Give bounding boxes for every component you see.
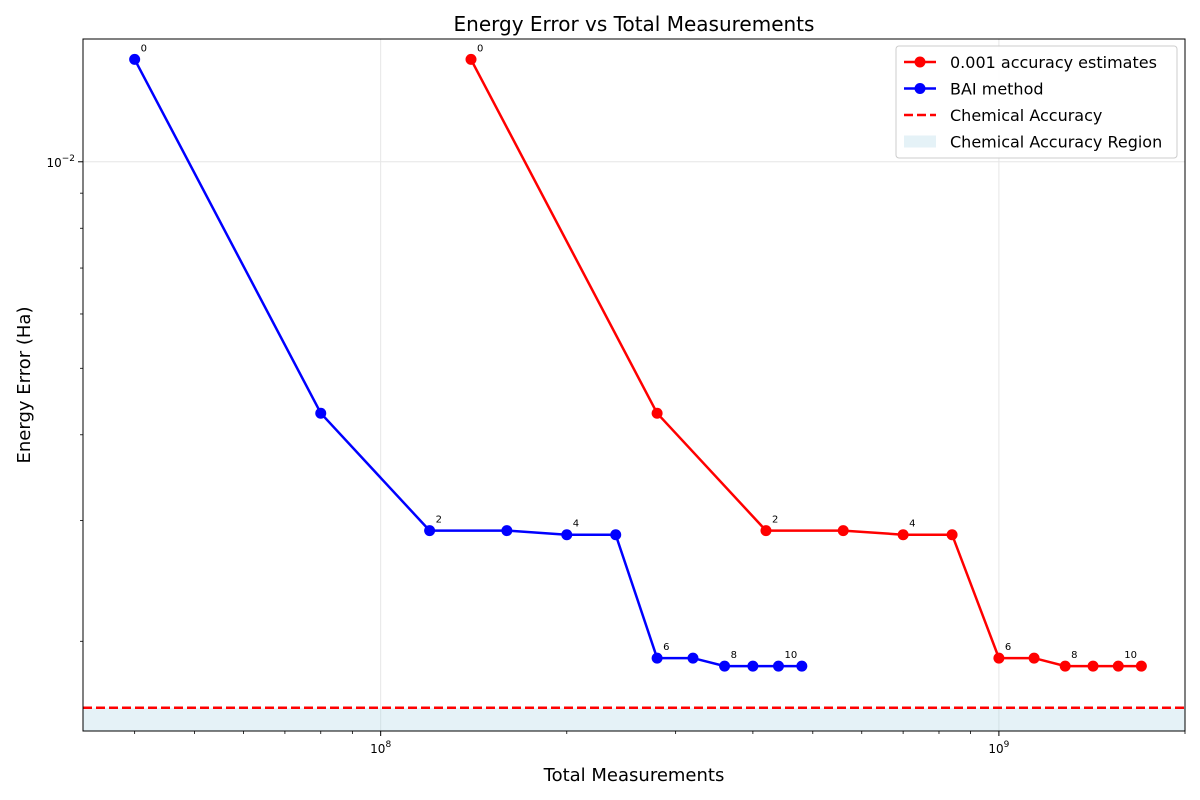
bai-method-point-label: 2: [436, 515, 442, 526]
bai-method-point: [651, 652, 663, 664]
bai-method-point: [561, 529, 573, 541]
legend-box: [895, 45, 1178, 159]
0-001-accuracy-estimates-point: [1112, 660, 1124, 672]
bai-method-line: [133, 58, 802, 668]
legend-label-chemical-accuracy: Chemical Accuracy: [950, 106, 1102, 125]
plot-frame: [82, 38, 1186, 732]
bai-method-point: [796, 660, 808, 672]
plot-area: 0 2 4 6 8 10 0 2 4 6 8 10: [83, 39, 1185, 731]
chart-title: Energy Error vs Total Measurements: [454, 12, 815, 36]
0-001-accuracy-estimates-point: [1135, 660, 1147, 672]
legend: 0.001 accuracy estimates BAI method Chemic…: [895, 45, 1178, 159]
legend-label-chemical-accuracy-region: Chemical Accuracy Region: [950, 133, 1162, 152]
bai-method-point: [719, 660, 731, 672]
x-axis-label: Total Measurements: [543, 765, 725, 786]
0-001-accuracy-estimates-point: [1028, 652, 1040, 664]
x-tick-label: 109: [988, 740, 1009, 756]
bai-method-point: [501, 525, 513, 537]
bai-method-point: [687, 652, 699, 664]
bai-method-point: [747, 660, 759, 672]
0-001-accuracy-estimates-point: [760, 525, 772, 537]
0-001-accuracy-estimates-point: [465, 53, 477, 65]
chemical-accuracy-region: [83, 707, 1185, 731]
bai-method-point-label: 4: [573, 519, 579, 530]
0-001-accuracy-estimates-point: [837, 525, 849, 537]
bai-method-point-label: 8: [731, 650, 737, 661]
bai-method-point: [610, 529, 622, 541]
legend-marker-bai-method: [914, 83, 926, 94]
0-001-accuracy-estimates-point-label: 0: [477, 43, 483, 54]
0-001-accuracy-estimates-point: [897, 529, 909, 541]
legend-marker-0-001-accuracy-estimates: [914, 56, 926, 68]
0-001-accuracy-estimates-point: [651, 407, 663, 419]
0-001-accuracy-estimates-point-label: 8: [1071, 650, 1077, 661]
y-axis-label: Energy Error (Ha): [14, 307, 35, 464]
legend-swatch-chemical-accuracy-region: [904, 135, 936, 148]
bai-method-point-label: 10: [784, 650, 797, 661]
bai-method-point: [424, 525, 436, 537]
0-001-accuracy-estimates-point-label: 10: [1124, 650, 1137, 661]
series-group: 0 2 4 6 8 10 0 2 4 6 8 10: [129, 43, 1147, 672]
bai-method-point-label: 6: [663, 642, 669, 653]
x-tick-label: 108: [370, 740, 391, 756]
legend-label-bai-method: BAI method: [950, 80, 1044, 99]
0-001-accuracy-estimates-point: [993, 652, 1005, 664]
0-001-accuracy-estimates-point: [946, 529, 958, 541]
0-001-accuracy-estimates-point-label: 2: [772, 515, 778, 526]
y-tick-label: 10−2: [46, 154, 75, 170]
0-001-accuracy-estimates-point-label: 4: [909, 519, 915, 530]
bai-method-point: [772, 660, 784, 672]
0-001-accuracy-estimates-point-label: 6: [1005, 642, 1011, 653]
bai-method-point: [315, 407, 327, 419]
bai-method-point-label: 0: [141, 43, 147, 54]
legend-label-0-001-accuracy-estimates: 0.001 accuracy estimates: [950, 53, 1157, 72]
bai-method-point: [129, 53, 141, 65]
0-001-accuracy-estimates-point: [1087, 660, 1099, 672]
0-001-accuracy-estimates-point: [1059, 660, 1071, 672]
